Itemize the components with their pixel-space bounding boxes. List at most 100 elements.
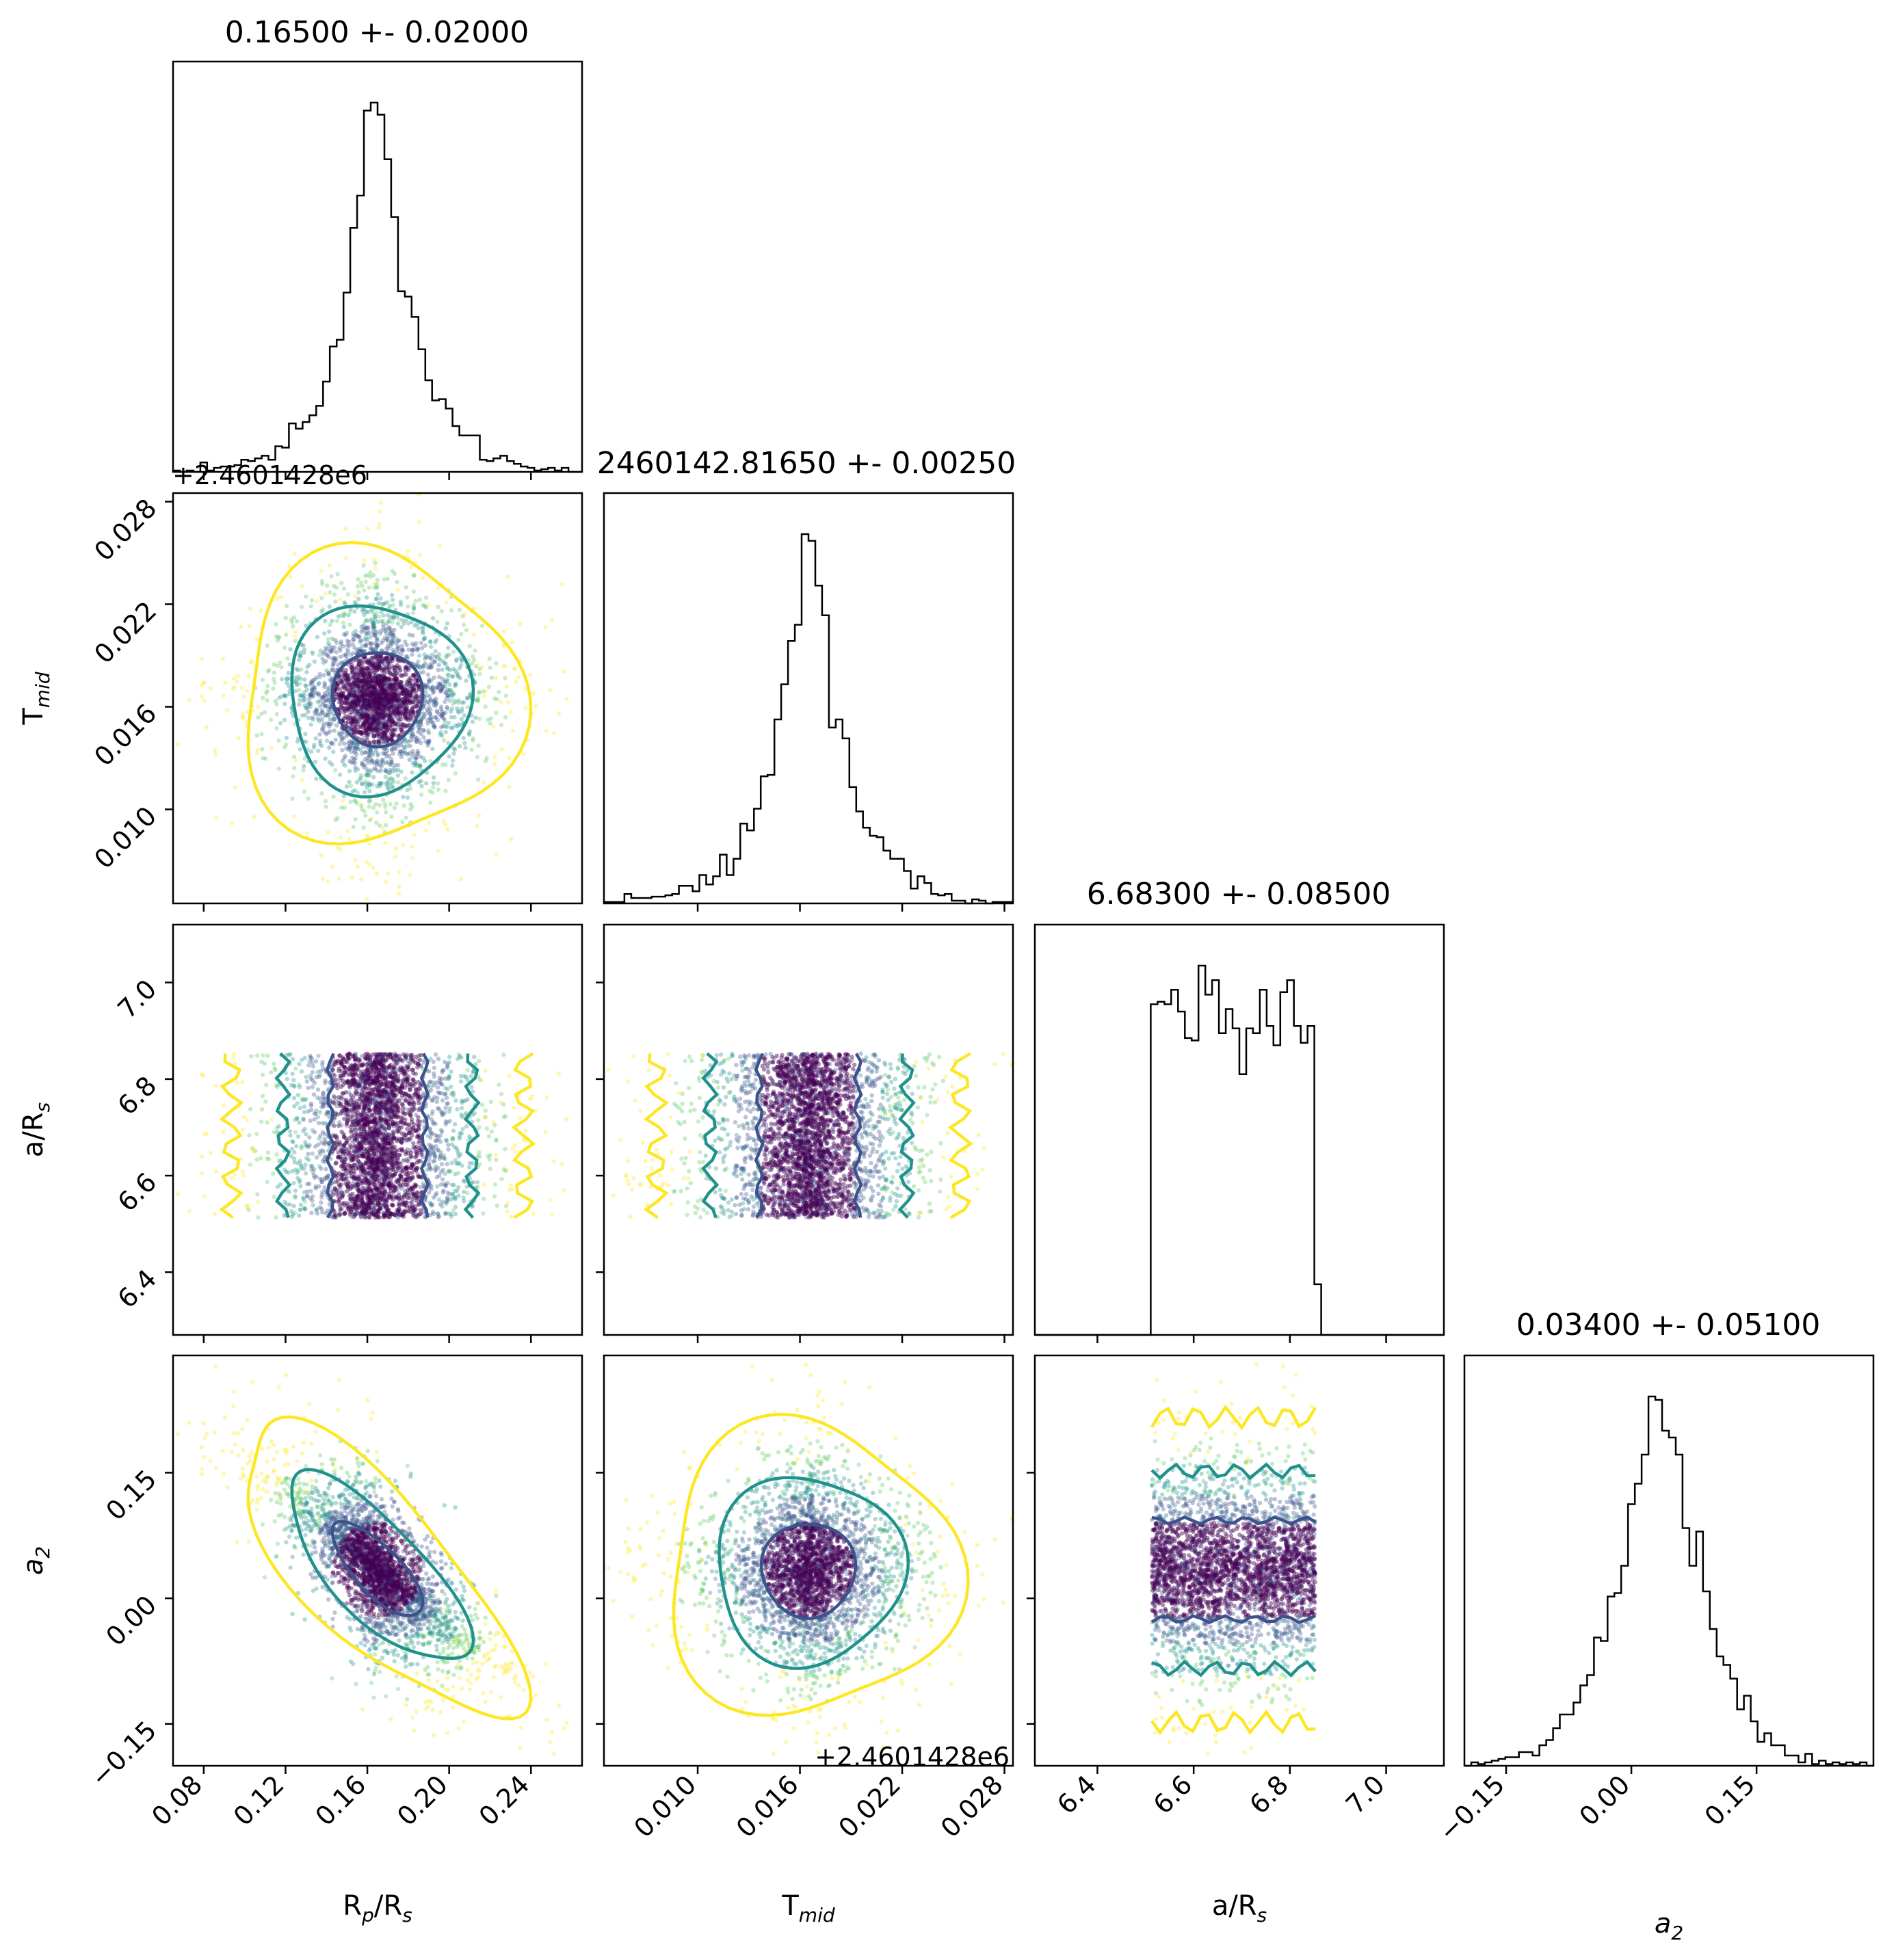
scatter-point (338, 687, 343, 691)
scatter-point (391, 785, 395, 791)
scatter-point (363, 692, 368, 698)
scatter-point (363, 674, 369, 679)
scatter-point (365, 696, 370, 700)
scatter-point (367, 702, 373, 707)
scatter-point (373, 719, 378, 724)
scatter-point (317, 704, 323, 708)
scatter-point (385, 871, 391, 876)
scatter-point (445, 1190, 450, 1195)
scatter-point (375, 758, 380, 763)
scatter-point (390, 719, 395, 725)
scatter-point (381, 721, 386, 726)
scatter-point (386, 677, 391, 682)
scatter-point (268, 717, 274, 722)
scatter-point (374, 642, 380, 647)
scatter-point (320, 726, 325, 731)
scatter-point (372, 698, 377, 703)
scatter-point (389, 731, 393, 737)
scatter-point (421, 735, 426, 740)
scatter-point (368, 730, 373, 734)
scatter-point (353, 701, 358, 706)
scatter-point (493, 676, 499, 680)
scatter-point (341, 794, 346, 799)
scatter-point (365, 705, 370, 710)
scatter-point (412, 673, 417, 678)
scatter-point (375, 751, 380, 756)
scatter-point (605, 1151, 609, 1155)
scatter-point (380, 757, 384, 763)
scatter-point (412, 643, 417, 648)
scatter-point (415, 752, 420, 756)
scatter-point (380, 697, 385, 702)
scatter-point (374, 635, 380, 641)
scatter-point (380, 703, 385, 708)
scatter-point (391, 665, 395, 670)
scatter-point (368, 697, 373, 702)
scatter-point (259, 711, 264, 717)
scatter-point (357, 685, 362, 690)
scatter-point (425, 672, 431, 677)
scatter-point (373, 704, 378, 710)
scatter-point (449, 608, 454, 613)
scatter-point (338, 678, 343, 684)
scatter-point (333, 687, 338, 691)
scatter-point (475, 698, 480, 704)
scatter-point (446, 646, 451, 650)
scatter-point (339, 639, 343, 644)
scatter-point (371, 733, 376, 738)
scatter-point (360, 679, 365, 684)
scatter-point (311, 745, 317, 750)
scatter-point (449, 1182, 455, 1187)
scatter-point (486, 685, 492, 689)
scatter-point (417, 722, 423, 727)
scatter-point (507, 756, 512, 760)
scatter-point (368, 702, 373, 708)
scatter-point (368, 693, 373, 698)
scatter-point (373, 700, 378, 705)
scatter-point (359, 685, 364, 690)
scatter-point (434, 708, 439, 713)
scatter-point (369, 722, 375, 728)
scatter-point (324, 652, 329, 657)
scatter-point (410, 705, 415, 710)
scatter-point (311, 1203, 315, 1208)
scatter-point (313, 759, 318, 765)
scatter-point (372, 670, 377, 676)
scatter-point (339, 691, 344, 696)
scatter-point (275, 638, 280, 643)
scatter-point (456, 637, 461, 642)
scatter-point (347, 643, 352, 648)
scatter-point (383, 731, 388, 736)
scatter-point (337, 730, 342, 736)
scatter-point (371, 705, 376, 711)
scatter-point (397, 711, 401, 716)
scatter-point (297, 693, 302, 698)
scatter-point (339, 581, 344, 585)
scatter-point (367, 782, 372, 787)
scatter-point (403, 745, 408, 750)
scatter-point (371, 557, 376, 562)
scatter-point (304, 594, 308, 599)
scatter-point (367, 726, 371, 730)
scatter-point (430, 684, 435, 689)
scatter-point (352, 743, 356, 748)
scatter-point (272, 1061, 276, 1066)
scatter-point (406, 678, 411, 683)
scatter-point (410, 688, 415, 693)
scatter-point (348, 799, 353, 804)
scatter-point (370, 691, 375, 696)
scatter-point (337, 707, 342, 712)
scatter-point (408, 807, 413, 812)
scatter-point (438, 1139, 443, 1144)
scatter-point (350, 705, 355, 710)
scatter-point (363, 678, 367, 683)
scatter-point (399, 684, 404, 689)
scatter-point (288, 1133, 293, 1138)
scatter-point (388, 762, 393, 767)
scatter-point (429, 716, 434, 721)
scatter-point (416, 751, 421, 756)
scatter-point (241, 1115, 247, 1120)
scatter-point (392, 746, 397, 751)
scatter-point (440, 1113, 445, 1117)
scatter-point (350, 651, 356, 656)
